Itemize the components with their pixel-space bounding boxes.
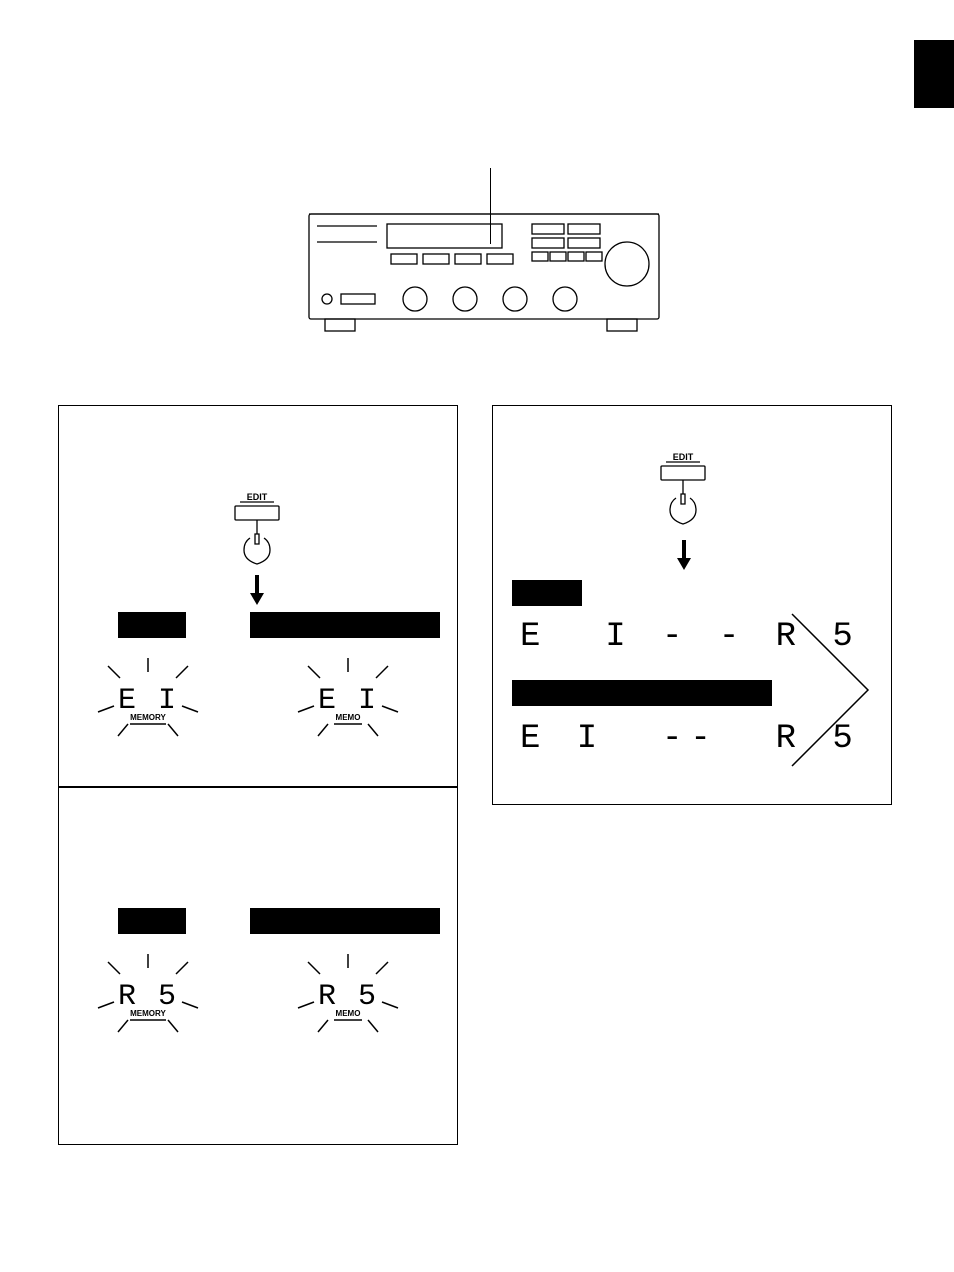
label-bar: [250, 908, 440, 934]
receiver-illustration: [307, 204, 661, 334]
edit-label: EDIT: [673, 452, 694, 462]
flash-lcd-memory: E I MEMORY: [88, 652, 208, 742]
label-bar: [250, 612, 440, 638]
label-bar: [512, 680, 772, 706]
left-panel-divider: [59, 786, 457, 788]
lcd-sub: MEMO: [336, 713, 361, 722]
label-bar: [118, 612, 186, 638]
page: EDIT EDIT: [0, 0, 954, 1272]
label-bar: [118, 908, 186, 934]
edit-label: EDIT: [247, 492, 268, 502]
side-tab: [914, 40, 954, 108]
brace-icon: [790, 610, 880, 770]
lcd-sub: MEMORY: [130, 1009, 166, 1018]
label-bar: [512, 580, 582, 606]
flash-lcd-memo: E I MEMO: [288, 652, 408, 742]
press-edit-icon: EDIT: [648, 450, 718, 530]
flash-lcd-memo: R 5 MEMO: [288, 948, 408, 1038]
flash-lcd-memory: R 5 MEMORY: [88, 948, 208, 1038]
press-edit-icon: EDIT: [222, 490, 292, 570]
lcd-sub: MEMORY: [130, 713, 166, 722]
down-arrow-icon: [676, 540, 692, 570]
lcd-sub: MEMO: [336, 1009, 361, 1018]
down-arrow-icon: [249, 575, 265, 605]
